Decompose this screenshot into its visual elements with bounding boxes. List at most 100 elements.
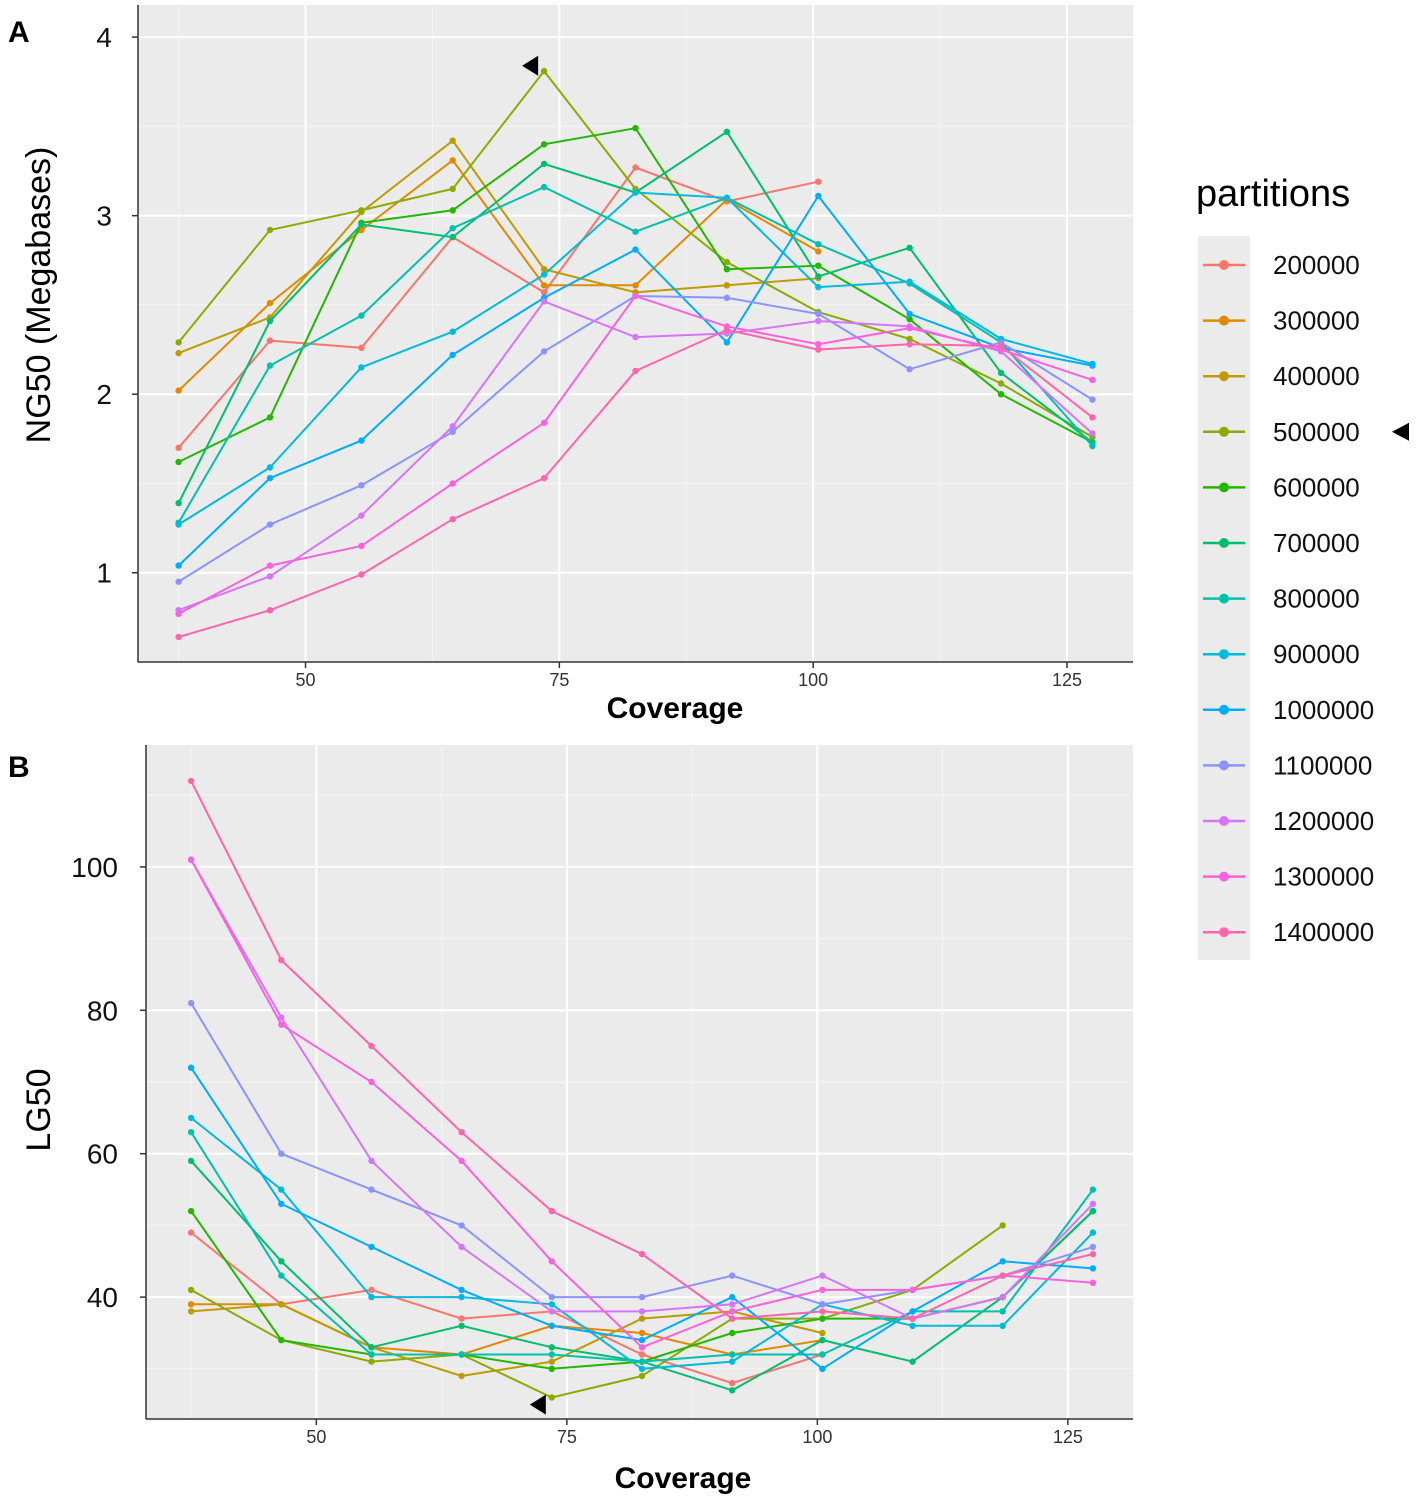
data-point: [638, 1293, 646, 1301]
data-point: [548, 1365, 555, 1373]
data-point: [358, 207, 365, 214]
data-point: [815, 248, 822, 255]
data-point: [540, 271, 548, 278]
legend-label: 200000: [1273, 250, 1360, 280]
series-line-300000: [177, 158, 819, 392]
legend: partitions 200000 300000 400000 500000 60000…: [1196, 173, 1409, 960]
data-point: [632, 164, 639, 171]
data-point: [999, 1272, 1006, 1279]
data-point: [632, 125, 639, 132]
series-400000: [175, 137, 822, 357]
series-900000: [175, 189, 1096, 528]
data-point: [999, 1222, 1006, 1229]
series-line-400000: [178, 139, 819, 355]
data-point: [997, 342, 1005, 350]
data-point: [278, 1336, 285, 1344]
y-tick-label: 100: [71, 852, 118, 883]
data-point: [632, 333, 639, 341]
data-point: [175, 444, 182, 451]
data-point: [449, 233, 456, 241]
data-point: [278, 1186, 285, 1193]
data-point: [729, 1358, 736, 1365]
data-point: [638, 1351, 646, 1358]
data-point: [729, 1379, 736, 1387]
x-tick-label: 50: [306, 1427, 326, 1447]
data-point: [175, 339, 182, 346]
x-tick-label: 100: [798, 670, 828, 690]
x-tick-label: 75: [549, 670, 569, 690]
data-point: [278, 1014, 285, 1021]
data-point: [358, 344, 365, 351]
data-point: [909, 1315, 916, 1322]
data-point: [368, 1157, 375, 1165]
legend-key-point: [1219, 482, 1229, 493]
data-point: [187, 856, 195, 863]
data-point: [358, 542, 365, 550]
data-point: [175, 633, 182, 641]
data-point: [815, 273, 822, 280]
data-point: [815, 346, 822, 353]
data-point: [1089, 396, 1096, 403]
data-point: [909, 1286, 916, 1294]
data-point: [1089, 362, 1096, 369]
data-point: [358, 482, 365, 489]
legend-item: 1100000: [1203, 750, 1372, 780]
panel-b: B 40 60 80 100 50 75 100 125 Coverage LG50: [8, 745, 1133, 1495]
data-point: [1089, 1200, 1097, 1208]
data-point: [449, 157, 456, 164]
data-point: [729, 1329, 736, 1337]
data-point: [1089, 1186, 1097, 1193]
data-point: [187, 1301, 195, 1308]
data-point: [266, 573, 274, 580]
data-point: [1089, 1279, 1097, 1287]
data-point: [458, 1351, 465, 1358]
data-point: [266, 226, 274, 234]
data-point: [368, 1286, 375, 1294]
data-point: [723, 128, 731, 135]
data-point: [906, 335, 913, 343]
legend-label: 1400000: [1273, 917, 1374, 947]
data-point: [638, 1365, 646, 1373]
data-point: [368, 1186, 375, 1193]
legend-key-point: [1219, 593, 1229, 604]
legend-item: 300000: [1203, 306, 1360, 336]
highlight-triangle-icon: [522, 55, 539, 76]
data-point: [729, 1301, 736, 1308]
data-point: [999, 1308, 1006, 1315]
data-point: [723, 339, 731, 346]
data-point: [540, 419, 548, 426]
data-point: [449, 328, 456, 335]
data-point: [729, 1315, 736, 1322]
data-point: [548, 1308, 555, 1315]
data-point: [187, 999, 195, 1007]
data-point: [723, 266, 731, 273]
data-point: [175, 578, 182, 585]
data-point: [175, 610, 182, 617]
data-point: [358, 571, 365, 578]
data-point: [266, 362, 274, 369]
data-point: [449, 428, 456, 435]
data-point: [723, 258, 731, 266]
data-point: [815, 310, 822, 318]
panel-a-highlight-marker: [522, 55, 539, 76]
legend-key-point: [1219, 371, 1229, 382]
data-point: [175, 521, 182, 528]
data-point: [1089, 1265, 1097, 1272]
data-point: [266, 562, 274, 569]
data-point: [278, 1021, 285, 1028]
panel-a-y-axis-title: NG50 (Megabases): [20, 147, 58, 444]
panel-b-x-ticks: 50 75 100 125: [306, 1419, 1083, 1447]
legend-item: 200000: [1203, 250, 1360, 280]
data-point: [458, 1322, 465, 1330]
data-point: [175, 458, 182, 466]
data-point: [266, 607, 274, 614]
legend-label: 300000: [1273, 306, 1360, 336]
data-point: [266, 337, 274, 344]
data-point: [187, 1229, 195, 1236]
data-point: [723, 326, 731, 334]
data-point: [729, 1272, 736, 1279]
data-point: [175, 387, 182, 394]
legend-key-point: [1219, 704, 1229, 715]
panel-b-series: [187, 777, 1097, 1401]
